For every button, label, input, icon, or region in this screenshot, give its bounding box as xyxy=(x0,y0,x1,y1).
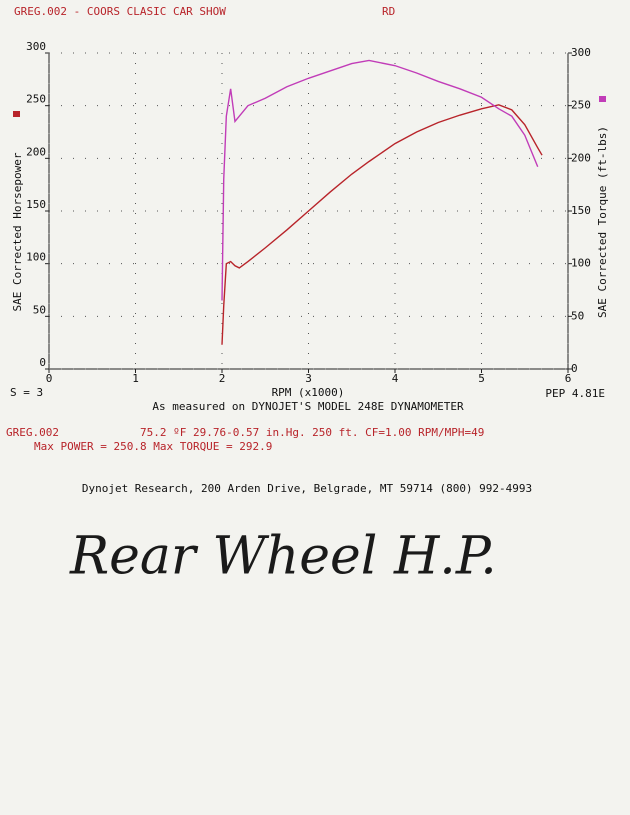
smoothing: S = 3 xyxy=(10,386,43,399)
series-line xyxy=(221,59,539,301)
x-tick-label: 4 xyxy=(392,372,399,385)
x-tick-label: 0 xyxy=(46,372,53,385)
x-tick-label: 2 xyxy=(219,372,226,385)
operator: RD xyxy=(382,5,395,18)
y-tick-label: 0 xyxy=(39,356,46,369)
y2-tick-label: 50 xyxy=(571,309,584,322)
y-axis-label: SAE Corrected Horsepower xyxy=(11,152,24,311)
y-tick-label: 200 xyxy=(26,145,46,158)
legend-swatch xyxy=(599,96,606,102)
footer: Dynojet Research, 200 Arden Drive, Belgr… xyxy=(82,482,532,495)
x-tick-label: 6 xyxy=(565,372,572,385)
y2-tick-label: 200 xyxy=(571,151,591,164)
x-tick-label: 1 xyxy=(132,372,139,385)
y-tick-label: 250 xyxy=(26,93,46,106)
y2-tick-label: 0 xyxy=(571,362,578,375)
legend-swatch xyxy=(13,111,20,117)
dyno-note: As measured on DYNOJET'S MODEL 248E DYNA… xyxy=(152,400,464,413)
handwritten-note: Rear Wheel H.P. xyxy=(69,527,497,587)
run-name: GREG.002 xyxy=(6,426,59,439)
series-line xyxy=(221,104,543,345)
y2-tick-label: 100 xyxy=(571,257,591,270)
max-values: Max POWER = 250.8 Max TORQUE = 292.9 xyxy=(34,440,272,453)
run-conditions: 75.2 ºF 29.76-0.57 in.Hg. 250 ft. CF=1.0… xyxy=(140,426,484,439)
y-tick-label: 50 xyxy=(33,303,46,316)
y2-axis-label: SAE Corrected Torque (ft-lbs) xyxy=(596,126,609,318)
y-tick-label: 100 xyxy=(26,251,46,264)
y-tick-label: 150 xyxy=(26,198,46,211)
x-axis-label: RPM (x1000) xyxy=(272,386,345,399)
y-tick-label: 300 xyxy=(26,40,46,53)
pep: PEP 4.81E xyxy=(545,387,605,400)
y2-tick-label: 300 xyxy=(571,46,591,59)
x-tick-label: 5 xyxy=(478,372,485,385)
x-tick-label: 3 xyxy=(305,372,312,385)
sheet-title: GREG.002 - COORS CLASIC CAR SHOW xyxy=(14,5,226,18)
y2-tick-label: 250 xyxy=(571,99,591,112)
y2-tick-label: 150 xyxy=(571,204,591,217)
